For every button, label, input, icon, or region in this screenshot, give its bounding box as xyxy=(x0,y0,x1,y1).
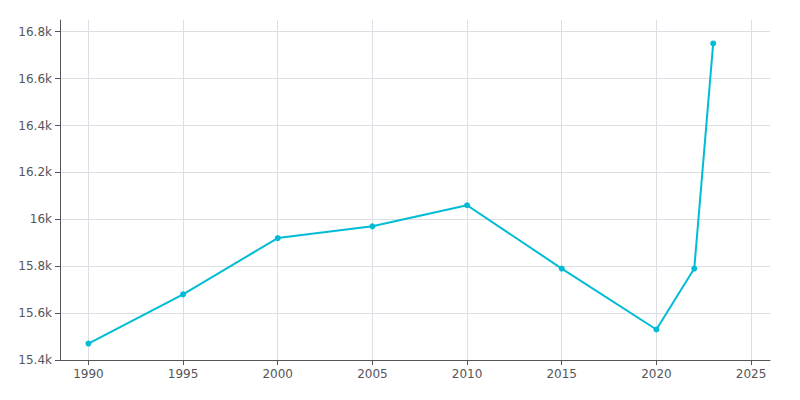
svg-text:15.6k: 15.6k xyxy=(18,306,52,320)
svg-text:2010: 2010 xyxy=(452,367,483,381)
svg-text:1990: 1990 xyxy=(73,367,104,381)
svg-text:2005: 2005 xyxy=(357,367,388,381)
svg-text:2020: 2020 xyxy=(641,367,672,381)
svg-text:15.8k: 15.8k xyxy=(18,259,52,273)
svg-text:1995: 1995 xyxy=(168,367,199,381)
svg-text:16.4k: 16.4k xyxy=(18,119,52,133)
svg-text:2000: 2000 xyxy=(262,367,293,381)
svg-text:16.8k: 16.8k xyxy=(18,25,52,39)
svg-text:2015: 2015 xyxy=(546,367,577,381)
svg-text:16.2k: 16.2k xyxy=(18,165,52,179)
svg-text:2025: 2025 xyxy=(736,367,767,381)
svg-text:16k: 16k xyxy=(30,212,52,226)
svg-text:16.6k: 16.6k xyxy=(18,72,52,86)
svg-text:15.4k: 15.4k xyxy=(18,353,52,367)
